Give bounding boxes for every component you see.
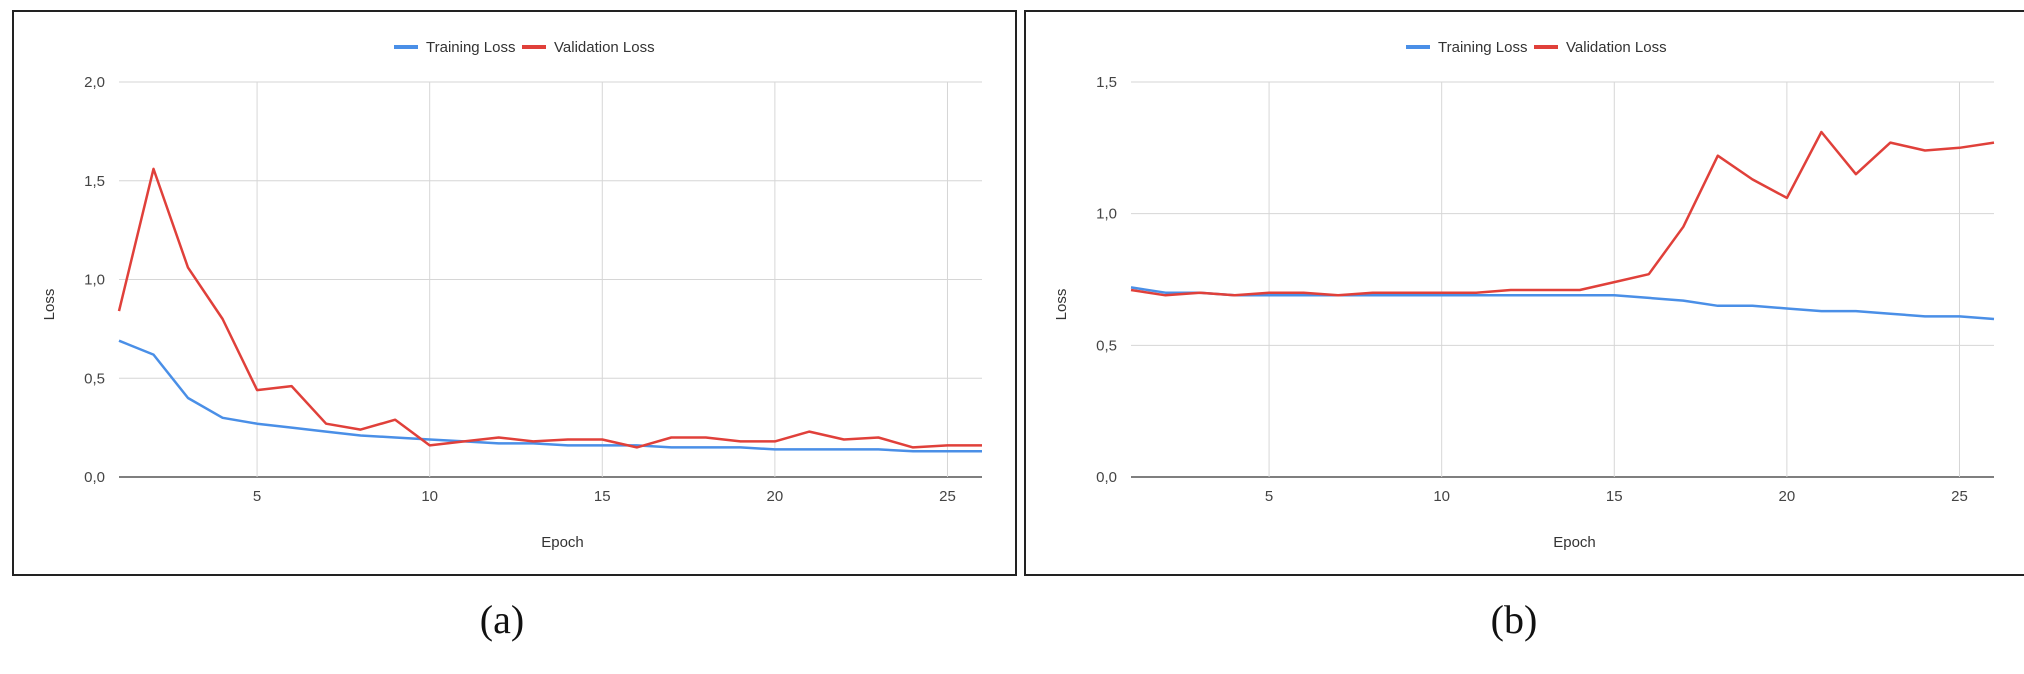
panel-caption-b: (b) [1490,597,1538,642]
series-line-validation-loss [117,167,982,449]
y-tick-label: 1,5 [1096,74,1117,91]
panel-caption-a: (a) [479,597,525,642]
x-tick-label: 10 [1433,488,1450,505]
y-tick-label: 2,0 [84,74,105,91]
x-axis-label: Epoch [1553,534,1596,551]
y-tick-label: 0,5 [84,370,105,387]
line-chart-a: 0,0 0,5 1,0 1,5 2,0 5 10 15 20 25 Epoch Loss Trainin… [41,39,982,551]
legend-label: Training Loss [426,39,516,56]
line-chart-b: 0,0 0,5 1,0 1,5 5 10 15 20 25 Epoch Loss Training L… [1053,39,1995,551]
x-tick-label: 20 [767,488,784,505]
x-tick-label: 5 [253,488,261,505]
x-tick-label: 10 [421,488,438,505]
y-tick-label: 1,0 [1096,206,1117,223]
y-axis-label: Loss [1053,289,1070,321]
x-tick-label: 15 [594,488,611,505]
y-tick-label: 0,0 [1096,469,1117,486]
x-axis-label: Epoch [541,534,584,551]
x-tick-label: 25 [939,488,956,505]
series-line-validation-loss [1130,130,1995,297]
x-tick-label: 15 [1606,488,1623,505]
y-axis-label: Loss [41,289,58,321]
x-tick-label: 25 [1951,488,1968,505]
y-tick-label: 1,5 [84,173,105,190]
series-line-training-loss [118,339,982,453]
legend-label: Validation Loss [1566,39,1667,56]
y-tick-label: 1,0 [84,272,105,289]
y-tick-label: 0,5 [1096,337,1117,354]
y-tick-label: 0,0 [84,469,105,486]
chart-panel-a: 0,0 0,5 1,0 1,5 2,0 5 10 15 20 25 Epoch Loss Trainin… [12,10,1017,576]
chart-panel-b: 0,0 0,5 1,0 1,5 5 10 15 20 25 Epoch Loss Training L… [1024,10,2024,576]
x-tick-label: 5 [1265,488,1273,505]
legend-label: Training Loss [1438,39,1528,56]
x-tick-label: 20 [1779,488,1796,505]
series-line-training-loss [1130,286,1995,321]
legend-label: Validation Loss [554,39,655,56]
